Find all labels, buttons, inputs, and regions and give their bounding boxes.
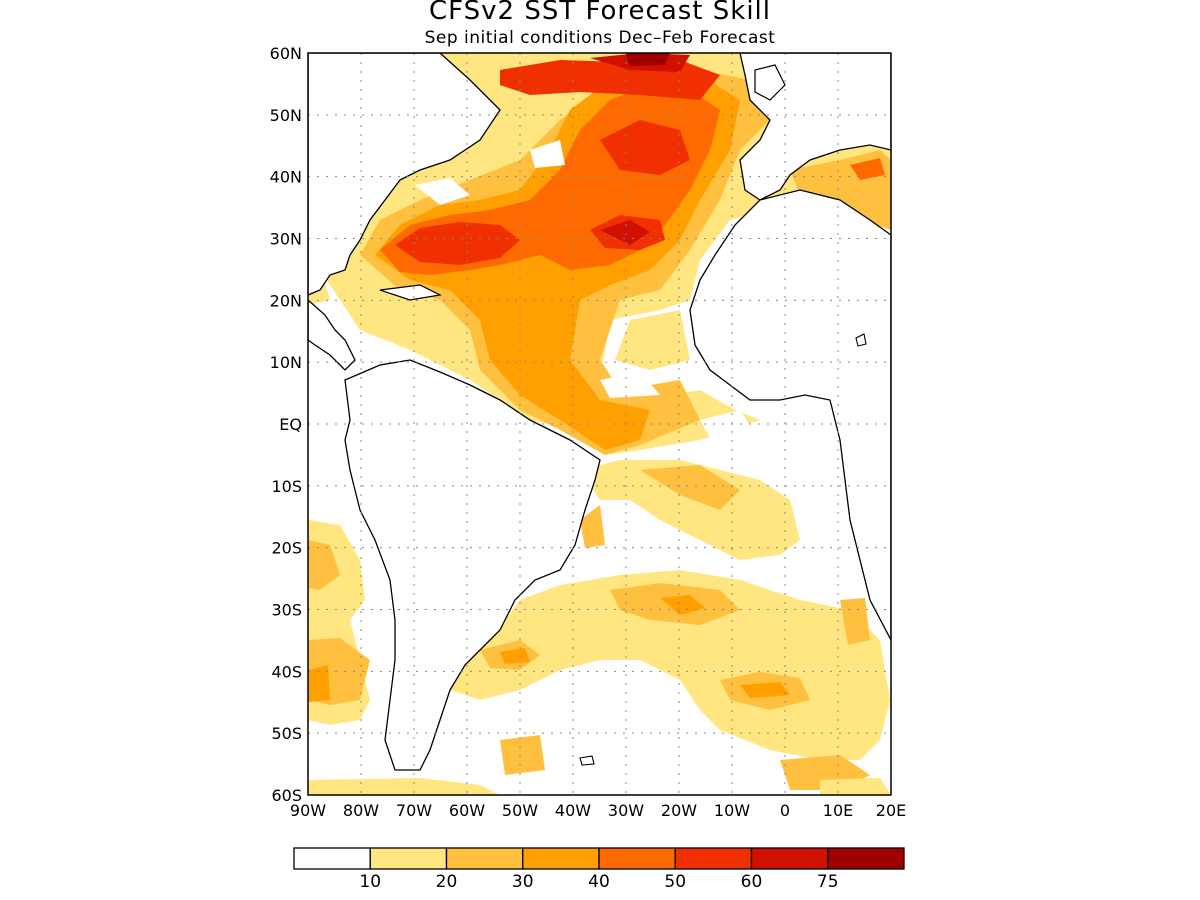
- colorbar-level-label: 75: [817, 872, 839, 892]
- colorbar-level-label: 50: [664, 872, 686, 892]
- longitude-tick-label: 90W: [290, 801, 326, 820]
- latitude-tick-label: 20S: [271, 539, 302, 558]
- colorbar-swatch: [750, 847, 829, 870]
- latitude-tick-label: 60N: [270, 44, 302, 63]
- longitude-tick-label: 40W: [555, 801, 591, 820]
- colorbar-level-label: 20: [436, 872, 458, 892]
- longitude-tick-label: 60W: [449, 801, 485, 820]
- longitude-tick-label: 10W: [714, 801, 750, 820]
- colorbar-swatch: [522, 847, 600, 870]
- latitude-tick-label: 40S: [271, 662, 302, 681]
- colorbar-level-label: 10: [359, 872, 381, 892]
- latitude-tick-label: 30N: [270, 230, 302, 249]
- longitude-tick-label: 20W: [661, 801, 697, 820]
- map-title: CFSv2 SST Forecast Skill: [428, 0, 772, 26]
- colorbar-level-label: 60: [741, 872, 763, 892]
- latitude-tick-label: 30S: [271, 601, 302, 620]
- longitude-tick-label: 50W: [502, 801, 538, 820]
- latitude-tick-label: 10N: [270, 353, 302, 372]
- longitude-tick-label: 0: [780, 801, 790, 820]
- longitude-tick-label: 80W: [343, 801, 379, 820]
- map-subtitle: Sep initial conditions Dec–Feb Forecast: [424, 28, 776, 48]
- colorbar-swatch: [293, 847, 371, 870]
- longitude-tick-label: 20E: [876, 801, 906, 820]
- latitude-tick-label: 50S: [271, 724, 302, 743]
- latitude-axis: 60N 50N 40N 30N 20N 10N EQ 10S 20S 30S 40S 50S 60S: [270, 44, 302, 805]
- latitude-tick-label: 20N: [270, 291, 302, 310]
- map-grid: [308, 53, 891, 795]
- colorbar-level-label: 30: [512, 872, 534, 892]
- latitude-tick-label: 50N: [270, 106, 302, 125]
- longitude-axis: 90W 80W 70W 60W 50W 40W 30W 20W 10W 0 10E 20E: [290, 801, 906, 820]
- colorbar-swatch: [827, 847, 905, 870]
- colorbar-level-label: 40: [588, 872, 610, 892]
- longitude-tick-label: 70W: [396, 801, 432, 820]
- colorbar: 10 20 30 40 50 60 75: [293, 847, 905, 892]
- colorbar-swatch: [598, 847, 676, 870]
- longitude-tick-label: 10E: [823, 801, 853, 820]
- colorbar-swatch: [369, 847, 448, 870]
- colorbar-swatch: [674, 847, 753, 870]
- skill-field: [308, 53, 891, 795]
- colorbar-swatch: [445, 847, 524, 870]
- latitude-tick-label: 60S: [271, 786, 302, 805]
- latitude-tick-label: 40N: [270, 168, 302, 187]
- longitude-tick-label: 30W: [608, 801, 644, 820]
- latitude-tick-label: 10S: [271, 477, 302, 496]
- map-frame: [307, 52, 892, 796]
- latitude-tick-label: EQ: [279, 415, 302, 434]
